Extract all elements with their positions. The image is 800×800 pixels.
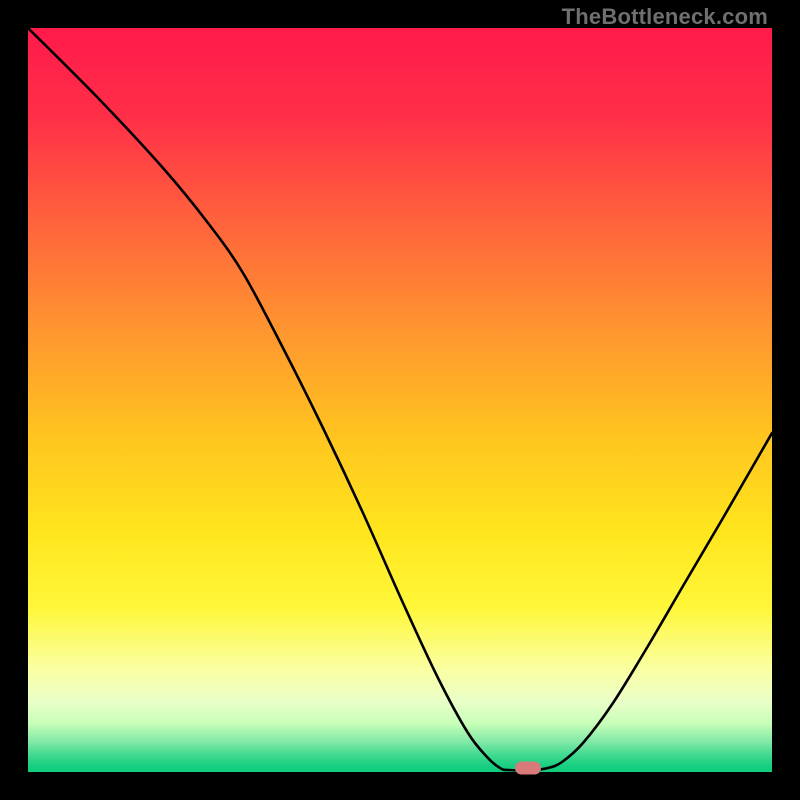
optimal-marker <box>515 762 541 775</box>
watermark-text: TheBottleneck.com <box>562 4 768 30</box>
curve-path <box>28 28 772 770</box>
chart-frame: TheBottleneck.com <box>0 0 800 800</box>
bottleneck-curve <box>28 28 772 772</box>
plot-area <box>28 28 772 772</box>
